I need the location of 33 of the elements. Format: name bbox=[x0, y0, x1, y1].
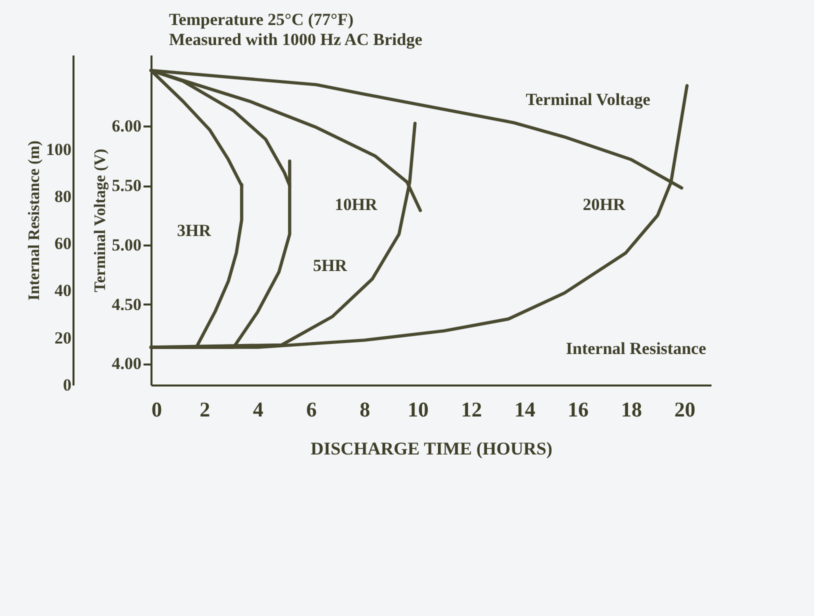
y-tick-label: 5.00 bbox=[112, 235, 142, 254]
y-tick-label: 5.50 bbox=[112, 176, 142, 196]
y2-tick-label: 40 bbox=[54, 281, 72, 300]
y2-axis-title: Internal Resistance (m) bbox=[26, 140, 43, 300]
annotation: 10HR bbox=[334, 195, 378, 214]
chart-subtitle: Measured with 1000 Hz AC Bridge bbox=[169, 30, 423, 49]
y2-tick-label: 60 bbox=[54, 234, 72, 254]
x-tick-label: 10 bbox=[408, 398, 429, 422]
x-tick-label: 0 bbox=[152, 398, 162, 422]
y2-tick-label: 0 bbox=[63, 376, 72, 394]
x-tick-label: 12 bbox=[461, 398, 482, 422]
y2-tick-label: 80 bbox=[54, 186, 72, 206]
y-axis-title: Terminal Voltage (V) bbox=[92, 148, 109, 292]
x-tick-label: 18 bbox=[621, 398, 642, 422]
chart-title: Temperature 25°C (77°F) bbox=[169, 10, 354, 29]
x-axis-title: DISCHARGE TIME (HOURS) bbox=[310, 438, 552, 458]
x-tick-label: 14 bbox=[514, 398, 536, 422]
y-tick-label: 4.00 bbox=[112, 354, 142, 374]
annotation: 3HR bbox=[177, 221, 212, 240]
x-tick-label: 8 bbox=[360, 398, 370, 422]
annotation: Internal Resistance bbox=[566, 339, 707, 358]
x-tick-label: 20 bbox=[674, 398, 696, 422]
x-tick-label: 2 bbox=[200, 398, 210, 422]
annotation: 20HR bbox=[582, 195, 626, 214]
x-tick-label: 4 bbox=[252, 398, 264, 422]
y-tick-label: 4.50 bbox=[112, 294, 142, 314]
y-tick-label: 6.00 bbox=[112, 116, 142, 136]
y2-tick-label: 100 bbox=[46, 140, 72, 159]
annotation: 5HR bbox=[313, 256, 348, 275]
x-tick-label: 6 bbox=[306, 398, 317, 422]
y2-tick-label: 20 bbox=[54, 328, 72, 348]
annotation: Terminal Voltage bbox=[526, 90, 651, 109]
x-tick-label: 16 bbox=[568, 398, 589, 422]
